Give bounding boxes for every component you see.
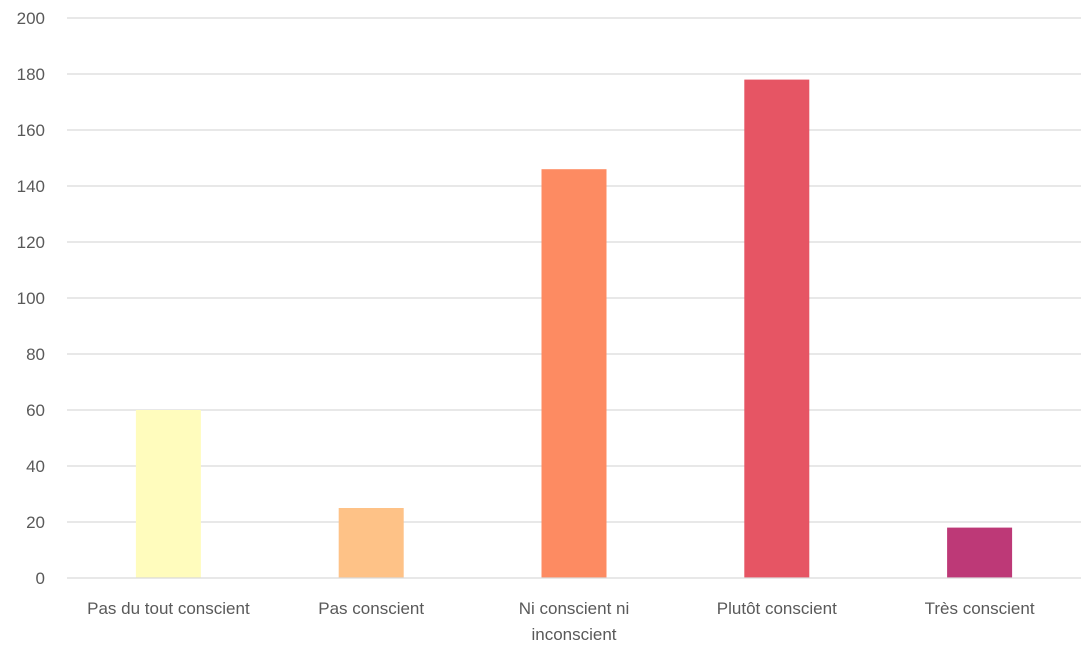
y-tick-label: 20 <box>26 513 45 532</box>
x-category-label: Pas conscient <box>318 599 424 618</box>
x-category-label: Plutôt conscient <box>717 599 837 618</box>
y-tick-label: 60 <box>26 401 45 420</box>
y-tick-label: 140 <box>17 177 45 196</box>
bar <box>947 527 1013 578</box>
y-tick-label: 40 <box>26 457 45 476</box>
x-axis-category-labels: Pas du tout conscient Pas conscient Ni con… <box>87 599 1035 644</box>
y-tick-label: 0 <box>36 569 45 588</box>
y-axis-tick-labels: 0 20 40 60 80 100 120 140 160 180 200 <box>17 9 45 588</box>
bar <box>338 508 404 578</box>
bars <box>135 79 1013 578</box>
bar <box>541 169 607 578</box>
x-category-label: inconscient <box>531 625 616 644</box>
y-tick-label: 200 <box>17 9 45 28</box>
x-category-label: Très conscient <box>925 599 1035 618</box>
x-category-label: Pas du tout conscient <box>87 599 250 618</box>
y-tick-label: 120 <box>17 233 45 252</box>
x-category-label: Ni conscient ni <box>519 599 630 618</box>
bar <box>135 410 201 578</box>
y-tick-label: 160 <box>17 121 45 140</box>
y-tick-label: 80 <box>26 345 45 364</box>
y-tick-label: 180 <box>17 65 45 84</box>
y-tick-label: 100 <box>17 289 45 308</box>
bar <box>744 79 810 578</box>
